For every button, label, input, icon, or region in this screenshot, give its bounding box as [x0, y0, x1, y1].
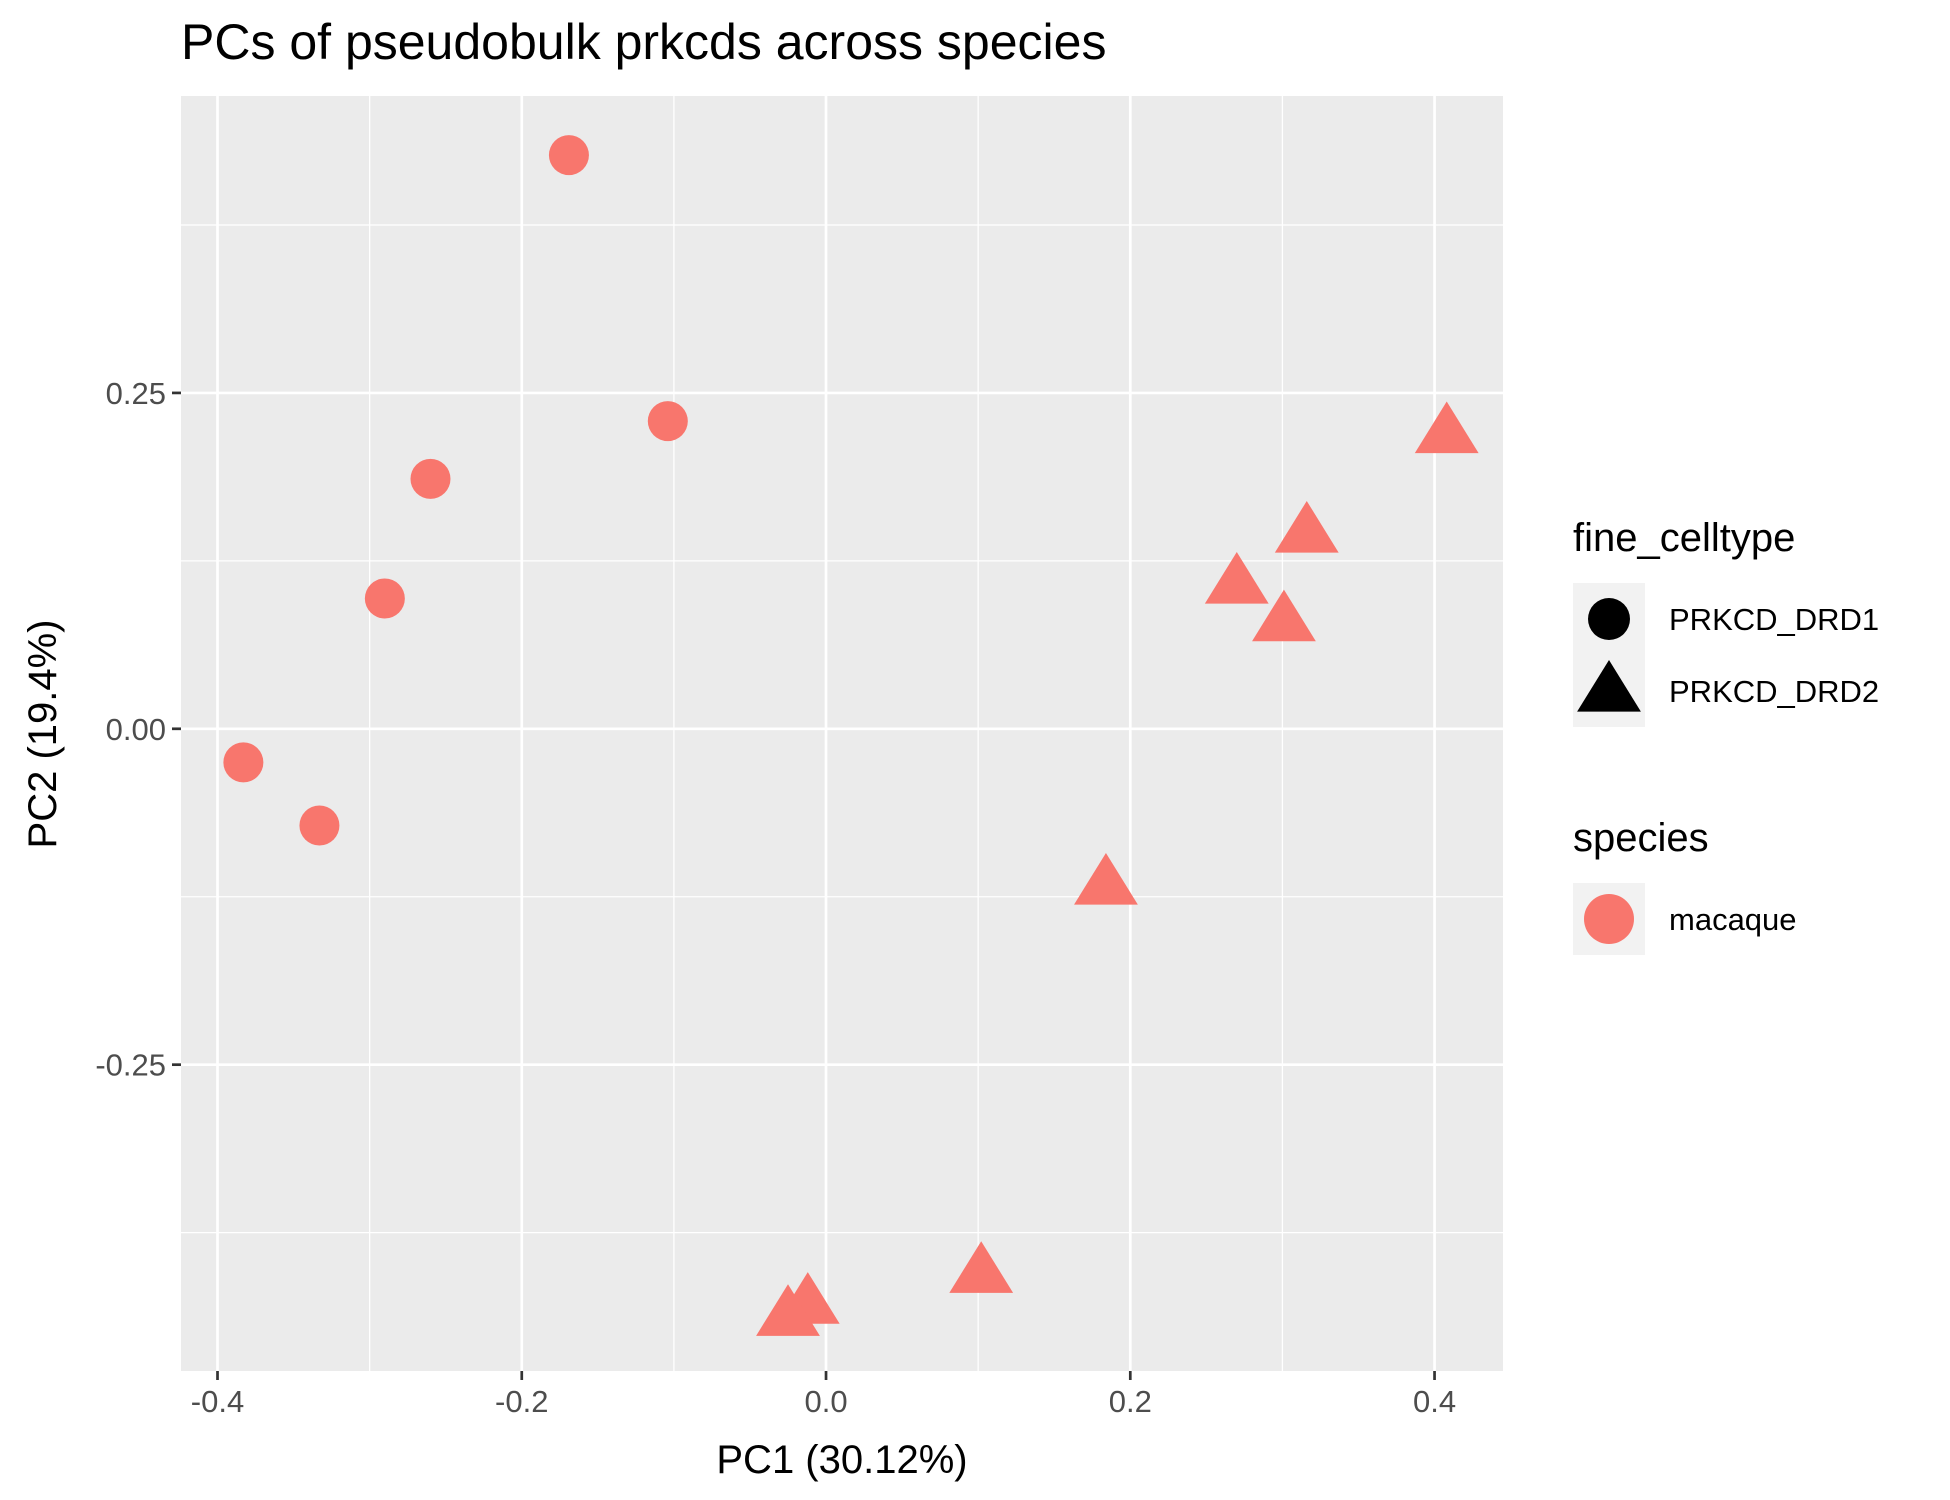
x-axis-title: PC1 (30.12%)	[716, 1438, 967, 1482]
triangle-point	[1074, 852, 1138, 905]
y-tick-label: 0.25	[106, 376, 166, 411]
circle-point	[548, 135, 589, 176]
circle-point	[364, 578, 405, 619]
legend-macaque-key	[1584, 894, 1634, 944]
legend-title-species: species	[1573, 816, 1709, 860]
x-tick-label: -0.4	[191, 1384, 244, 1419]
circle-point	[647, 401, 688, 442]
major-gridlines	[181, 96, 1503, 1371]
x-tick-label: 0.2	[1109, 1384, 1152, 1419]
triangle-point	[1274, 500, 1339, 553]
x-tick-label: 0.4	[1413, 1384, 1456, 1419]
x-tick-label: -0.2	[495, 1384, 548, 1419]
circle-point	[299, 805, 340, 846]
legend: fine_celltype PRKCD_DRD1 PRKCD_DRD2species…	[1573, 516, 1879, 955]
circle-point	[223, 742, 264, 783]
y-tick-label: -0.25	[95, 1048, 166, 1083]
data-points	[223, 135, 1479, 1336]
legend-label-prkcd-drd1: PRKCD_DRD1	[1669, 602, 1879, 637]
legend-title-fine-celltype: fine_celltype	[1573, 516, 1795, 560]
circle-point	[410, 458, 451, 499]
triangle-point	[756, 1284, 820, 1336]
triangle-point	[1414, 401, 1479, 454]
x-tick-label: 0.0	[804, 1384, 847, 1419]
x-axis-ticks: -0.4 -0.2 0.0 0.2 0.4	[191, 1371, 1456, 1419]
legend-circle-key	[1588, 598, 1630, 640]
chart-title: PCs of pseudobulk prkcds across species	[181, 14, 1106, 70]
triangle-point	[1252, 589, 1316, 642]
triangle-point	[949, 1241, 1014, 1293]
legend-label-macaque: macaque	[1669, 902, 1797, 937]
legend-triangle-key	[1577, 660, 1641, 712]
triangle-point	[1204, 552, 1269, 604]
minor-gridlines	[181, 96, 1503, 1371]
legend-label-prkcd-drd2: PRKCD_DRD2	[1669, 674, 1879, 709]
y-axis-ticks: -0.25 0.00 0.25	[95, 376, 181, 1083]
y-tick-label: 0.00	[106, 712, 166, 747]
plot-panel	[181, 96, 1503, 1371]
y-axis-title: PC2 (19.4%)	[21, 620, 65, 849]
